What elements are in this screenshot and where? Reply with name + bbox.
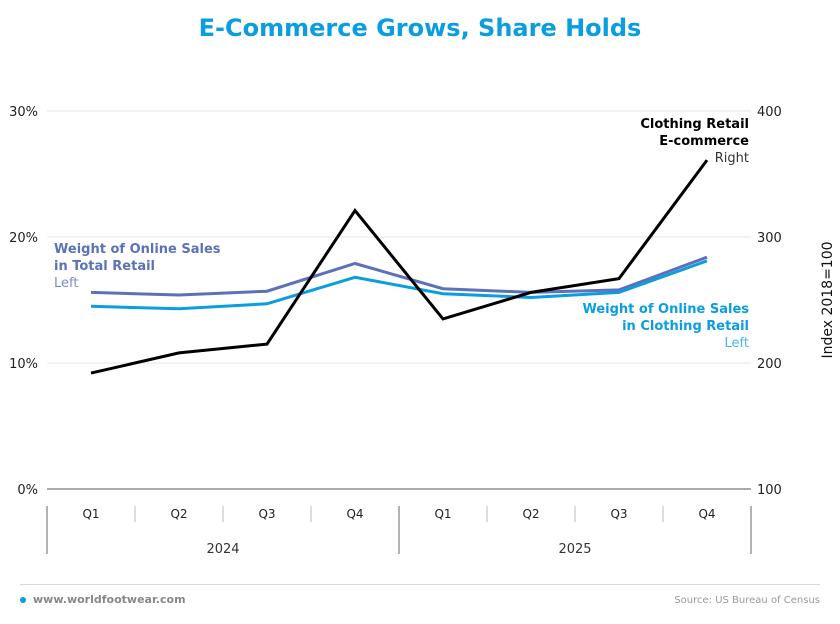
series-line: [90, 255, 708, 297]
series-label: E-commerce: [659, 134, 749, 149]
series-label: Weight of Online Sales: [582, 302, 749, 317]
category-label: Q4: [346, 507, 363, 521]
left-tick-label: 30%: [9, 105, 38, 120]
website-link[interactable]: www.worldfootwear.com: [20, 593, 186, 606]
bullet-icon: [20, 597, 26, 603]
category-label: Q3: [610, 507, 627, 521]
left-tick-label: 20%: [9, 231, 38, 246]
right-tick-label: 400: [757, 105, 782, 120]
right-tick-label: 100: [757, 483, 782, 498]
series-axis-note: Left: [725, 336, 749, 351]
category-label: Q1: [82, 507, 99, 521]
right-tick-label: 200: [757, 357, 782, 372]
series-label: Weight of Online Sales: [54, 242, 221, 257]
chart-title: E-Commerce Grows, Share Holds: [198, 14, 642, 42]
category-label: Q2: [170, 507, 187, 521]
footer-divider: [20, 584, 820, 585]
category-label: Q4: [698, 507, 715, 521]
category-label: Q2: [522, 507, 539, 521]
website-text: www.worldfootwear.com: [33, 593, 186, 606]
series-line: [90, 159, 709, 375]
category-label: Q1: [434, 507, 451, 521]
group-label: 2025: [558, 542, 591, 557]
series-label: Clothing Retail: [640, 117, 749, 132]
left-tick-label: 0%: [17, 483, 38, 498]
series-axis-note: Right: [715, 151, 749, 166]
right-tick-label: 300: [757, 231, 782, 246]
group-label: 2024: [206, 542, 239, 557]
series-axis-note: Left: [54, 276, 78, 291]
right-axis-title: Index 2018=100: [820, 241, 836, 358]
series-label: in Total Retail: [54, 259, 155, 274]
category-label: Q3: [258, 507, 275, 521]
series-line: [90, 259, 708, 311]
source-note: Source: US Bureau of Census: [674, 595, 820, 606]
series-label: in Clothing Retail: [622, 319, 749, 334]
left-tick-label: 10%: [9, 357, 38, 372]
